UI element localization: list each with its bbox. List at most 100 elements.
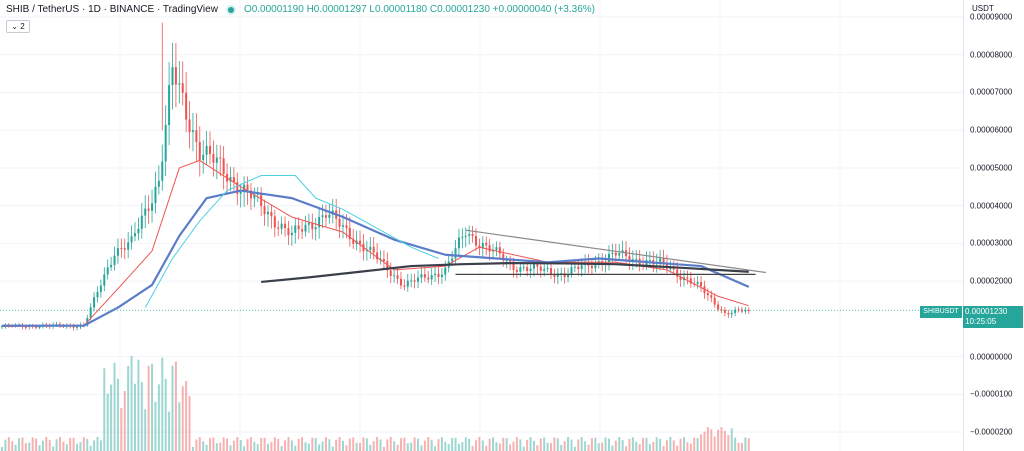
- candle-body: [151, 203, 154, 211]
- price-tick: 0.00000000: [970, 352, 1013, 362]
- volume-bar: [21, 437, 24, 451]
- volume-bar: [280, 445, 283, 451]
- volume-bar: [689, 443, 692, 451]
- volume-bar: [515, 437, 518, 451]
- volume-bar: [307, 443, 310, 451]
- candle-body: [307, 222, 310, 225]
- currency-label[interactable]: USDT: [972, 4, 994, 13]
- volume-bar: [655, 437, 658, 451]
- volume-bar: [76, 443, 79, 451]
- volume-bar: [236, 437, 239, 451]
- price-axis[interactable]: [963, 0, 1024, 451]
- volume-bar: [86, 438, 89, 451]
- volume-bar: [744, 437, 747, 451]
- volume-bar: [362, 437, 365, 451]
- volume-bar: [28, 442, 31, 451]
- volume-bar: [604, 437, 607, 451]
- candle-body: [488, 245, 491, 252]
- volume-bar: [492, 437, 495, 451]
- volume-bar: [120, 408, 123, 451]
- candle-body: [713, 297, 716, 305]
- price-tick: −0.0000200: [970, 427, 1013, 437]
- candle-body: [427, 277, 430, 280]
- volume-bar: [659, 438, 662, 451]
- volume-bar: [437, 439, 440, 451]
- volume-bar: [181, 386, 184, 451]
- candle-body: [730, 312, 733, 315]
- candle-body: [202, 154, 205, 160]
- volume-bar: [342, 440, 344, 451]
- chart-canvas[interactable]: [0, 0, 963, 451]
- volume-bar: [48, 439, 51, 451]
- volume-bar: [727, 435, 730, 451]
- symbol-price-tag: SHIBUSDT: [920, 306, 962, 318]
- candle-body: [185, 92, 188, 120]
- volume-bar: [550, 443, 553, 451]
- candle-body: [72, 326, 75, 328]
- volume-bar: [683, 437, 685, 451]
- volume-bar: [24, 443, 27, 451]
- volume-bar: [147, 365, 150, 451]
- candle-body: [471, 233, 474, 237]
- volume-bar: [563, 441, 566, 451]
- volume-bar: [478, 437, 481, 451]
- candle-body: [403, 285, 406, 287]
- candle-body: [396, 275, 399, 279]
- volume-bar: [444, 441, 447, 451]
- volume-bar: [648, 443, 651, 451]
- volume-bar: [601, 442, 604, 451]
- volume-bar: [82, 437, 85, 451]
- candle-body: [430, 275, 433, 280]
- volume-bar: [311, 437, 314, 451]
- volume-bar: [556, 438, 559, 451]
- volume-bar: [99, 440, 102, 451]
- volume-bar: [386, 439, 389, 451]
- volume-bar: [539, 438, 542, 451]
- volume-bar: [287, 437, 290, 451]
- candle-body: [546, 268, 549, 270]
- volume-bar: [723, 430, 726, 451]
- candle-body: [249, 190, 252, 199]
- candle-body: [420, 274, 423, 278]
- candle-body: [195, 130, 198, 143]
- volume-bar: [338, 437, 341, 451]
- grid: [0, 16, 963, 433]
- volume-bar: [161, 357, 164, 451]
- symbol-title[interactable]: SHIB / TetherUS · 1D · BINANCE · Trading…: [6, 4, 218, 15]
- volume-bar: [635, 441, 638, 451]
- volume-bar: [747, 438, 750, 451]
- volume-bar: [243, 446, 246, 451]
- candle-body: [567, 273, 570, 278]
- candle-body: [338, 218, 341, 227]
- candle-body: [590, 265, 593, 269]
- candle-body: [519, 267, 522, 272]
- candle-body: [256, 193, 259, 195]
- volume-bar: [345, 445, 348, 451]
- candle-body: [147, 208, 150, 211]
- candle-body: [174, 67, 177, 85]
- volume-bar: [154, 401, 157, 451]
- candle-body: [607, 253, 610, 263]
- candle-body: [270, 211, 273, 217]
- volume-bar: [31, 437, 34, 451]
- volume-bar: [140, 382, 143, 451]
- candle-body: [468, 233, 471, 236]
- candle-body: [413, 280, 416, 282]
- trendlines: [455, 229, 766, 275]
- moving-averages: [1, 159, 750, 327]
- volume-bar: [11, 441, 14, 451]
- candle-body: [556, 273, 559, 277]
- volume-bar: [116, 378, 119, 451]
- candle-body: [389, 270, 392, 276]
- candle-body: [246, 184, 249, 191]
- candle-body: [365, 250, 368, 252]
- candle-body: [372, 246, 375, 253]
- volume-bar: [294, 445, 297, 451]
- volume-bar: [188, 396, 191, 451]
- volume-bar: [151, 363, 154, 451]
- volume-bar: [157, 384, 160, 451]
- indicators-toggle[interactable]: ⌄ 2: [6, 20, 30, 33]
- candle-body: [570, 266, 573, 274]
- volume-bar: [509, 444, 512, 451]
